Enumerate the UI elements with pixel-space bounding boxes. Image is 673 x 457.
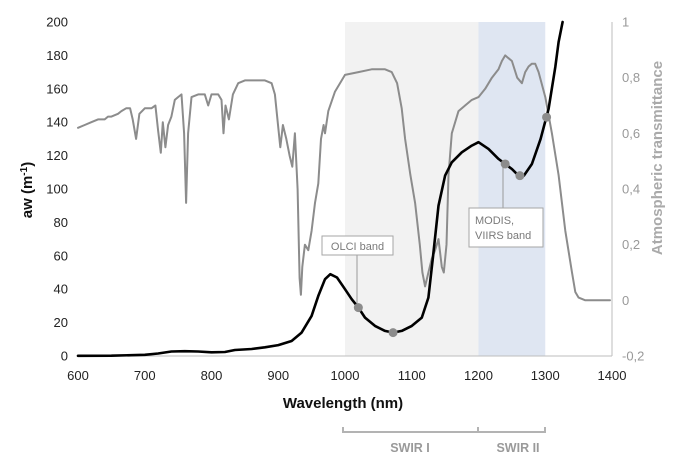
left-tick-label: 200 — [46, 15, 68, 30]
band-shade-2 — [478, 22, 546, 356]
right-tick-label: 1 — [622, 15, 629, 30]
modis-label-line-2: VIIRS band — [475, 230, 531, 242]
modis-label-box — [468, 207, 544, 248]
band-marker — [353, 303, 363, 313]
x-tick-label: 1200 — [464, 368, 493, 383]
olci-label-box — [321, 235, 394, 256]
left-y-axis-title: aw (m-1) — [19, 162, 36, 218]
transmittance-line — [77, 54, 611, 302]
x-tick-label: 1300 — [531, 368, 560, 383]
series-lines — [76, 20, 611, 358]
olci-label: OLCI band — [331, 241, 384, 253]
left-tick-label: 120 — [46, 148, 68, 163]
left-y-axis-title-close: ) — [19, 162, 36, 167]
left-y-tick-labels: 0 20 40 60 80 100 120 140 160 180 200 — [46, 15, 68, 364]
x-tick-label: 700 — [134, 368, 156, 383]
left-tick-label: 60 — [54, 248, 68, 263]
modis-label-line-1: MODIS, — [475, 215, 514, 227]
band-markers — [353, 112, 552, 338]
swir-i-label: SWIR I — [390, 441, 430, 455]
x-tick-label: 800 — [201, 368, 223, 383]
absorption-line — [76, 20, 564, 358]
swir-ii-label: SWIR II — [496, 441, 539, 455]
swir-brackets: SWIR I SWIR II — [342, 427, 546, 455]
left-tick-label: 140 — [46, 115, 68, 130]
left-tick-label: 40 — [54, 282, 68, 297]
band-marker — [388, 328, 398, 338]
x-tick-label: 900 — [267, 368, 289, 383]
band-marker — [500, 159, 510, 169]
left-y-axis-title-sup: -1 — [19, 166, 30, 175]
right-tick-label: 0,8 — [622, 70, 640, 85]
left-y-axis-title-main: aw (m — [19, 176, 36, 219]
x-tick-label: 1000 — [331, 368, 360, 383]
right-tick-label: -0,2 — [622, 349, 644, 364]
left-tick-label: 180 — [46, 48, 68, 63]
left-tick-label: 160 — [46, 81, 68, 96]
band-marker — [542, 112, 552, 122]
modis-viirs-annotation: MODIS, VIIRS band — [468, 163, 544, 248]
x-tick-label: 1100 — [398, 368, 426, 383]
band-marker — [515, 171, 525, 181]
left-tick-label: 100 — [46, 182, 68, 197]
right-y-axis-title: Atmospheric transmittance — [649, 61, 666, 255]
olci-annotation: OLCI band — [321, 235, 394, 305]
left-tick-label: 80 — [54, 215, 68, 230]
right-y-tick-labels: -0,2 0 0,2 0,4 0,6 0,8 1 — [622, 15, 644, 364]
left-tick-label: 0 — [61, 349, 68, 364]
left-tick-label: 20 — [54, 315, 68, 330]
spectral-bands — [345, 22, 546, 356]
x-tick-labels: 600 700 800 900 1000 1100 1200 1300 1400 — [67, 368, 626, 383]
right-tick-label: 0,4 — [622, 182, 640, 197]
x-axis-title: Wavelength (nm) — [283, 395, 403, 412]
x-tick-label: 1400 — [598, 368, 627, 383]
right-tick-label: 0,6 — [622, 126, 640, 141]
right-tick-label: 0,2 — [622, 237, 640, 252]
right-tick-label: 0 — [622, 293, 629, 308]
x-tick-label: 600 — [67, 368, 89, 383]
